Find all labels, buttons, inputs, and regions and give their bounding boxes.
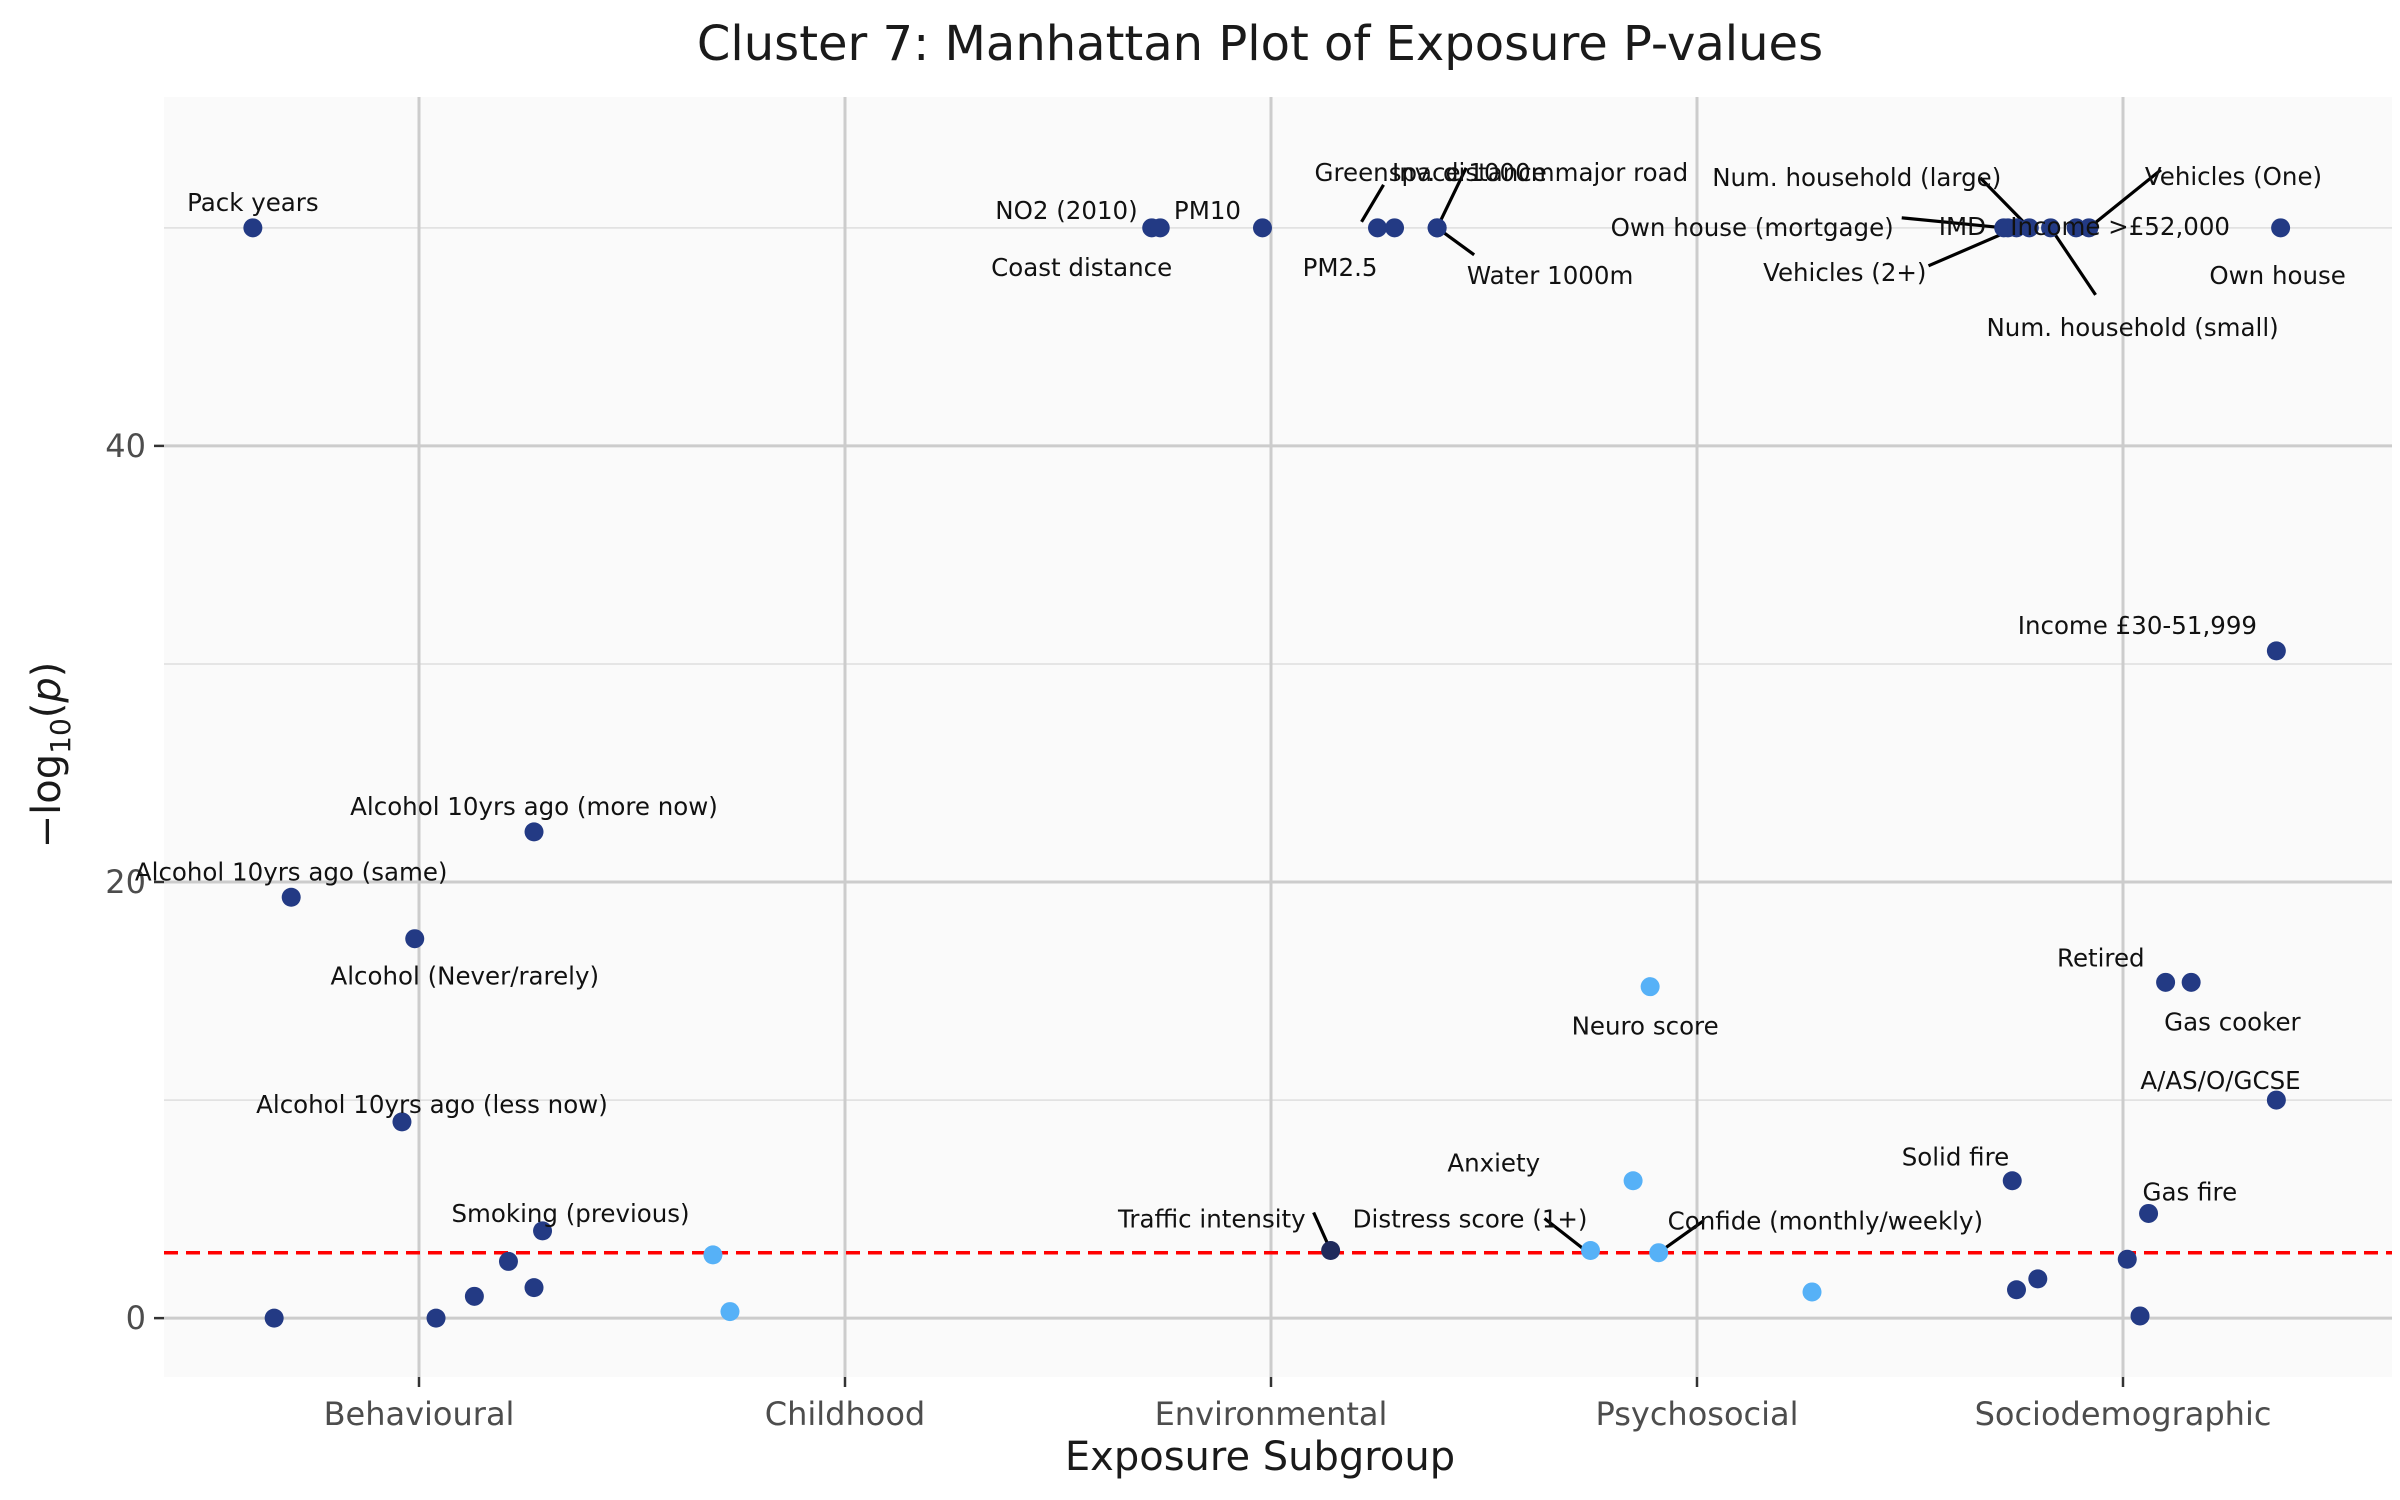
data-point bbox=[1623, 1171, 1643, 1191]
data-point bbox=[1150, 218, 1170, 238]
point-label: Gas cooker bbox=[2164, 1007, 2301, 1036]
label-leader bbox=[2049, 226, 2097, 296]
point-label: Smoking (previous) bbox=[451, 1199, 689, 1228]
data-point bbox=[392, 1112, 412, 1132]
x-tick-label: Psychosocial bbox=[1595, 1395, 1798, 1433]
y-tick-label: 0 bbox=[126, 1299, 146, 1337]
chart-title: Cluster 7: Manhattan Plot of Exposure P-… bbox=[697, 16, 1823, 72]
point-label: Own house (mortgage) bbox=[1611, 213, 1894, 242]
data-point bbox=[426, 1308, 446, 1328]
data-point bbox=[264, 1308, 284, 1328]
x-tick-label: Behavioural bbox=[324, 1395, 515, 1433]
x-axis-title: Exposure Subgroup bbox=[1065, 1434, 1455, 1480]
data-point bbox=[2139, 1203, 2159, 1223]
point-label: Distress score (1+) bbox=[1353, 1205, 1588, 1234]
data-point bbox=[243, 218, 263, 238]
label-leader bbox=[2087, 168, 2162, 230]
data-point bbox=[2130, 1306, 2150, 1326]
point-label: Own house bbox=[2209, 261, 2346, 290]
data-point bbox=[1427, 218, 1447, 238]
point-label: NO2 (2010) bbox=[995, 196, 1137, 225]
data-point bbox=[2266, 641, 2286, 661]
data-point bbox=[1640, 977, 1660, 997]
point-label: Num. household (large) bbox=[1712, 163, 2001, 192]
x-tick-label: Childhood bbox=[765, 1395, 925, 1433]
y-axis-title: −log10(p) bbox=[24, 662, 77, 849]
y-tick-label: 20 bbox=[105, 863, 146, 901]
data-point bbox=[1802, 1282, 1822, 1302]
data-point bbox=[2019, 218, 2039, 238]
data-point bbox=[1321, 1241, 1341, 1261]
point-label: A/AS/O/GCSE bbox=[2140, 1066, 2300, 1095]
point-label: Vehicles (One) bbox=[2145, 162, 2322, 191]
point-label: Retired bbox=[2057, 943, 2145, 972]
point-label: Confide (monthly/weekly) bbox=[1668, 1207, 1983, 1236]
point-label: Anxiety bbox=[1447, 1149, 1540, 1178]
y-axis-ticks: 0 20 40 bbox=[105, 427, 164, 1337]
point-label: Alcohol 10yrs ago (more now) bbox=[350, 792, 718, 821]
point-label: Neuro score bbox=[1572, 1012, 1719, 1041]
data-point bbox=[2181, 972, 2201, 992]
point-label: PM2.5 bbox=[1303, 253, 1378, 282]
data-point bbox=[2041, 218, 2061, 238]
data-point bbox=[2079, 218, 2099, 238]
label-leader bbox=[1901, 216, 2004, 230]
data-point bbox=[1649, 1243, 1669, 1263]
point-label: Income £30-51,999 bbox=[2018, 611, 2257, 640]
data-point bbox=[1385, 218, 1405, 238]
point-label: Alcohol (Never/rarely) bbox=[330, 962, 599, 991]
y-tick-label: 40 bbox=[105, 427, 146, 465]
data-point bbox=[2007, 1280, 2026, 1300]
point-label: IMD bbox=[1939, 212, 1986, 241]
data-points bbox=[243, 218, 2291, 1328]
data-point bbox=[2117, 1249, 2137, 1269]
label-leader bbox=[1360, 184, 1385, 223]
point-label: Water 1000m bbox=[1467, 261, 1633, 290]
data-point bbox=[2271, 218, 2291, 238]
plot-panel bbox=[164, 97, 2392, 1377]
label-leader bbox=[1435, 167, 1468, 229]
data-point bbox=[464, 1286, 484, 1306]
data-point bbox=[2266, 1090, 2286, 1110]
data-point bbox=[720, 1302, 740, 1322]
data-point bbox=[1252, 218, 1272, 238]
point-label: Vehicles (2+) bbox=[1763, 258, 1926, 287]
point-label: Coast distance bbox=[991, 253, 1172, 282]
data-point bbox=[405, 929, 425, 949]
point-label: Income >£52,000 bbox=[2010, 212, 2230, 241]
data-point bbox=[1368, 218, 1387, 238]
point-label: Traffic intensity bbox=[1117, 1205, 1306, 1234]
point-labels: Pack years Alcohol 10yrs ago (same) Alcoho… bbox=[135, 158, 2346, 1236]
point-label: Inv. distance major road bbox=[1392, 158, 1688, 187]
label-leader bbox=[1979, 176, 2031, 229]
point-label: Num. household (small) bbox=[1986, 313, 2278, 342]
grid-lines bbox=[164, 97, 2392, 1377]
x-tick-label: Sociodemographic bbox=[1975, 1395, 2272, 1433]
data-point bbox=[524, 822, 544, 842]
data-point bbox=[281, 887, 301, 907]
point-label: Solid fire bbox=[1902, 1143, 2010, 1172]
point-label: Gas fire bbox=[2143, 1177, 2238, 1206]
data-point bbox=[524, 1278, 544, 1298]
label-leader bbox=[1543, 1217, 1587, 1252]
data-point bbox=[2028, 1269, 2048, 1289]
x-axis-ticks: Behavioural Childhood Environmental Psychos… bbox=[324, 1377, 2272, 1433]
point-label: PM10 bbox=[1174, 196, 1241, 225]
data-point bbox=[703, 1245, 723, 1265]
point-label: Alcohol 10yrs ago (same) bbox=[135, 857, 448, 886]
point-label: Greenspace 1000m bbox=[1315, 158, 1555, 187]
point-label: Alcohol 10yrs ago (less now) bbox=[256, 1090, 608, 1119]
data-point bbox=[533, 1221, 553, 1241]
data-point bbox=[1581, 1241, 1600, 1261]
x-tick-label: Environmental bbox=[1155, 1395, 1388, 1433]
data-point bbox=[2156, 972, 2176, 992]
data-point bbox=[498, 1251, 518, 1271]
data-point bbox=[2002, 1171, 2022, 1191]
point-label: Pack years bbox=[187, 188, 319, 217]
